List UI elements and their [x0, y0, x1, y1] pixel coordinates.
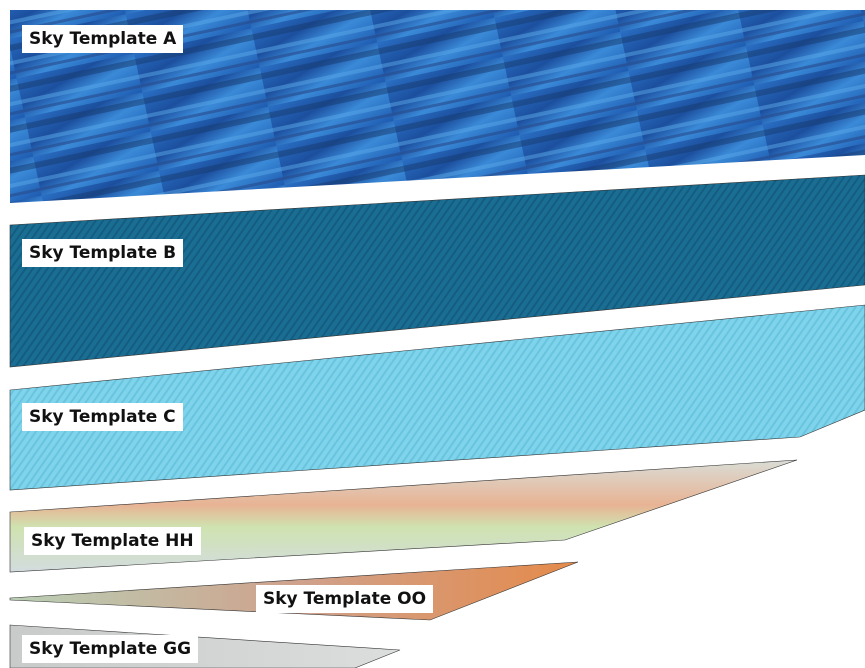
template-label: Sky Template C — [22, 403, 183, 431]
template-label: Sky Template HH — [24, 527, 201, 555]
template-label: Sky Template B — [22, 239, 184, 267]
template-hh-shape — [9, 459, 798, 573]
template-a-shape — [10, 10, 865, 203]
template-label: Sky Template A — [22, 25, 184, 53]
template-b-shape — [9, 174, 865, 368]
template-label: Sky Template GG — [22, 635, 199, 663]
template-label: Sky Template OO — [256, 585, 434, 613]
template-c-shape — [9, 304, 865, 491]
